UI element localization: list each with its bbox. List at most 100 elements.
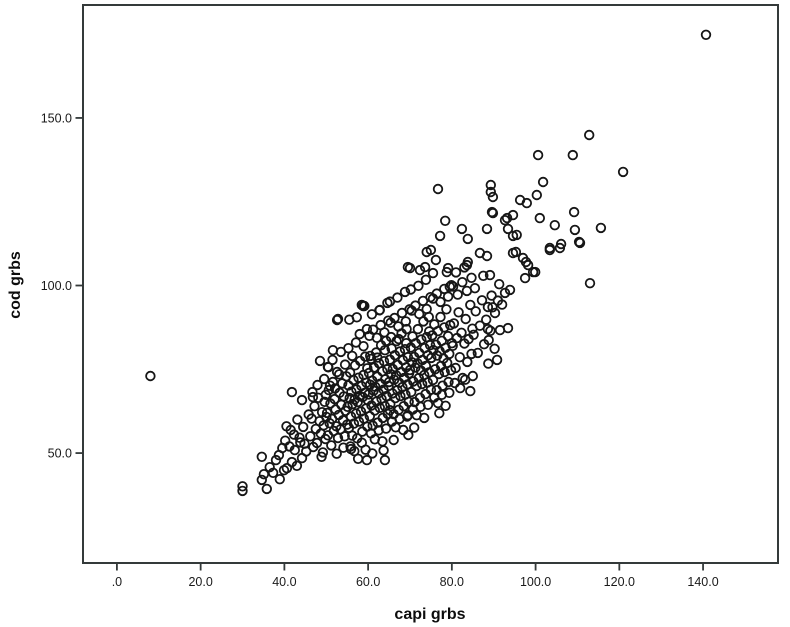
scatter-point [595, 222, 607, 234]
scatter-point [385, 369, 397, 380]
scatter-point [294, 432, 305, 443]
scatter-point [403, 429, 414, 441]
scatter-point [419, 412, 430, 424]
scatter-point [447, 340, 458, 352]
scatter-point [486, 290, 497, 301]
scatter-point [468, 329, 479, 341]
scatter-point [485, 186, 497, 198]
scatter-point [487, 302, 498, 313]
scatter-point [435, 311, 446, 323]
scatter-point [504, 284, 516, 296]
scatter-point [431, 288, 443, 299]
scatter-point [237, 485, 248, 497]
scatter-point [358, 341, 369, 352]
scatter-point [383, 315, 394, 326]
scatter-point [365, 350, 376, 362]
scatter-point [371, 332, 383, 344]
scatter-point [301, 446, 312, 457]
scatter-point [399, 286, 411, 298]
scatter-point [530, 266, 541, 278]
scatter-point [309, 401, 320, 412]
scatter-point [348, 418, 360, 429]
scatter-point [359, 300, 370, 312]
scatter-point [393, 321, 404, 332]
scatter-point [453, 307, 464, 318]
scatter-point [443, 376, 454, 388]
scatter-point [485, 325, 496, 337]
scatter-point [292, 414, 303, 425]
scatter-point [393, 333, 404, 345]
scatter-point [237, 481, 248, 492]
scatter-point [430, 254, 442, 266]
x-axis-ticks: .0 20.0 40.0 60.0 80.0 100.0 120.0 140.0 [112, 563, 719, 589]
scatter-point [412, 323, 424, 335]
scatter-point [314, 355, 326, 367]
y-tick-label: 100.0 [41, 279, 72, 293]
scatter-point [460, 313, 471, 325]
scatter-point [567, 149, 579, 161]
x-tick-label: 20.0 [188, 575, 212, 589]
scatter-point [394, 346, 406, 357]
scatter-point [347, 350, 358, 362]
scatter-point [389, 312, 400, 324]
scatter-point [286, 386, 298, 398]
scatter-point [379, 454, 391, 466]
scatter-point [296, 394, 308, 406]
scatter-point [440, 400, 451, 412]
scatter-point [534, 212, 546, 224]
scatter-point [321, 407, 333, 419]
scatter-point [410, 300, 421, 311]
scatter-point [256, 474, 268, 486]
scatter-point [549, 219, 561, 231]
scatter-point [329, 393, 340, 405]
scatter-point [439, 322, 450, 333]
scatter-point [434, 408, 445, 419]
scatter-point [494, 324, 506, 336]
scatter-point [470, 306, 481, 317]
scatter-point [305, 431, 316, 442]
x-tick-label: 140.0 [687, 575, 718, 589]
scatter-point [352, 453, 364, 465]
scatter-point [402, 261, 414, 273]
scatter-point [501, 212, 513, 224]
scatter-point [496, 299, 508, 310]
scatter-point [319, 373, 330, 385]
scatter-point [367, 448, 378, 459]
scatter-point [469, 283, 481, 294]
scatter-point [281, 421, 292, 432]
scatter-point [334, 369, 345, 380]
scatter-point [459, 262, 470, 273]
scatter-point [462, 356, 473, 368]
scatter-point [312, 379, 323, 391]
scatter-point [288, 429, 300, 440]
scatter-point [450, 362, 461, 374]
x-axis-label: capi grbs [394, 606, 465, 623]
scatter-point [145, 370, 156, 382]
scatter-point [465, 299, 476, 311]
scatter-point [456, 327, 467, 339]
scatter-point [484, 269, 496, 281]
scatter-point [440, 215, 451, 227]
scatter-point [465, 385, 476, 397]
scatter-point [419, 261, 431, 273]
scatter-point [281, 463, 293, 474]
scatter-point [507, 230, 519, 242]
scatter-point [347, 430, 358, 441]
scatter-point [401, 411, 413, 422]
scatter-point [482, 301, 494, 313]
scatter-point [307, 386, 318, 398]
scatter-point [324, 380, 336, 391]
scatter-point [329, 383, 341, 394]
scatter-point [295, 437, 306, 448]
scatter-point [323, 384, 335, 396]
scatter-point [382, 408, 394, 420]
scatter-point [332, 313, 344, 325]
plot-frame [82, 4, 779, 564]
scatter-point [510, 246, 522, 258]
scatter-point [361, 323, 373, 335]
scatter-point [379, 345, 391, 356]
scatter-point [487, 207, 499, 219]
scatter-point [422, 399, 434, 411]
scatter-point [448, 318, 460, 329]
